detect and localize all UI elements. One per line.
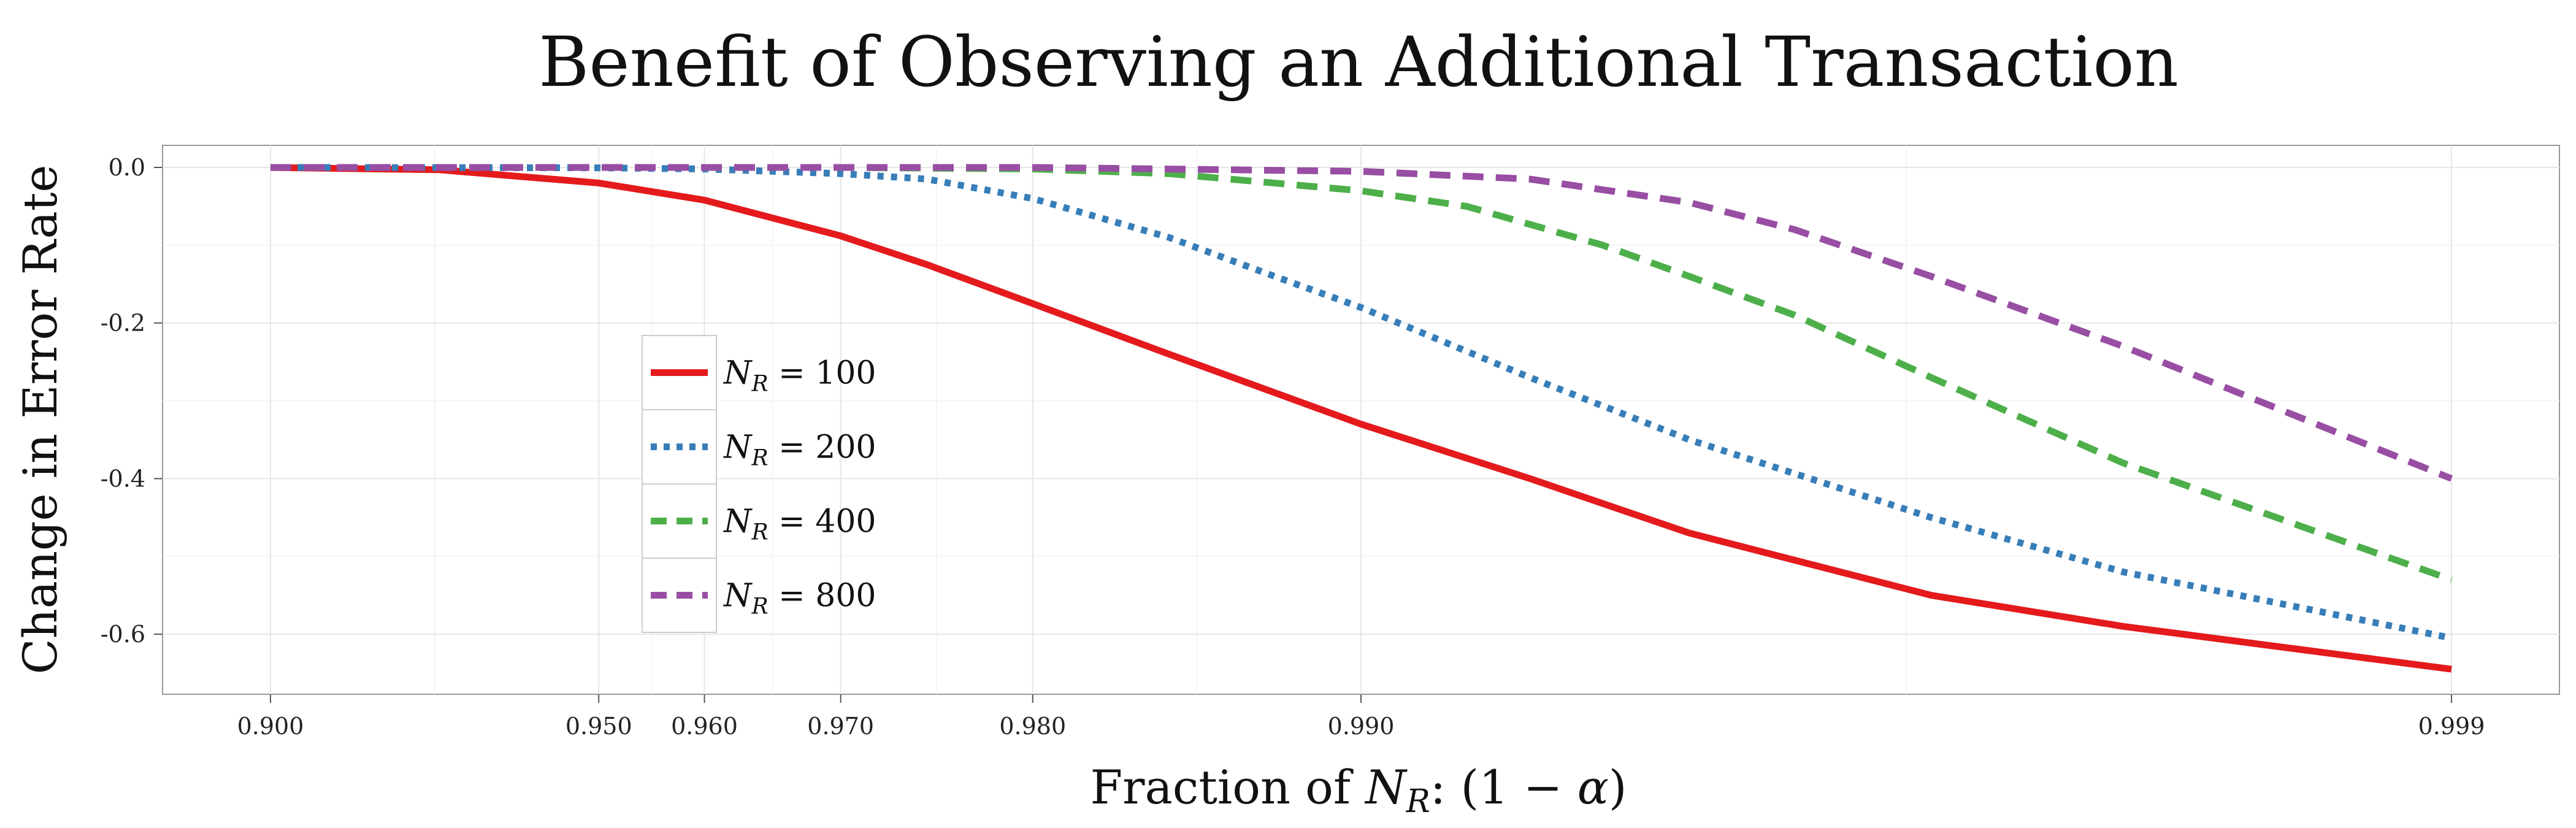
x-axis-title: Fraction of NR: (1 − α) <box>1090 760 1627 820</box>
legend-label-2: NR = 200 <box>723 429 876 471</box>
legend-label-4: NR = 800 <box>723 578 876 619</box>
x-tick-label: 0.900 <box>237 713 304 740</box>
series-group <box>270 164 2453 673</box>
x-tick-label: 0.950 <box>565 713 632 740</box>
chart-title: Benefit of Observing an Additional Trans… <box>539 23 2179 102</box>
y-tick-label: 0.0 <box>109 154 145 181</box>
series-line-2 <box>270 164 2453 642</box>
series-line-1 <box>270 164 2452 673</box>
axes: 0.900 0.950 0.960 0.970 0.980 0.990 0.999 0.0 -0… <box>101 154 2485 740</box>
y-tick-label: -0.2 <box>101 310 145 337</box>
x-tick-label: 0.970 <box>807 713 874 740</box>
y-axis-title: Change in Error Rate <box>13 165 67 675</box>
legend: NR = 100 NR = 200 NR = 400 NR = 800 <box>642 335 876 633</box>
series-line-4 <box>270 164 2453 482</box>
x-tick-label: 0.980 <box>999 713 1066 740</box>
y-tick-label: -0.6 <box>101 621 145 648</box>
x-tick-label: 0.960 <box>671 713 738 740</box>
legend-label-3: NR = 400 <box>723 504 876 545</box>
y-tick-label: -0.4 <box>101 465 145 492</box>
x-tick-label: 0.990 <box>1328 713 1395 740</box>
x-tick-label: 0.999 <box>2418 713 2485 740</box>
grid <box>163 145 2559 694</box>
legend-label-1: NR = 100 <box>723 355 876 397</box>
